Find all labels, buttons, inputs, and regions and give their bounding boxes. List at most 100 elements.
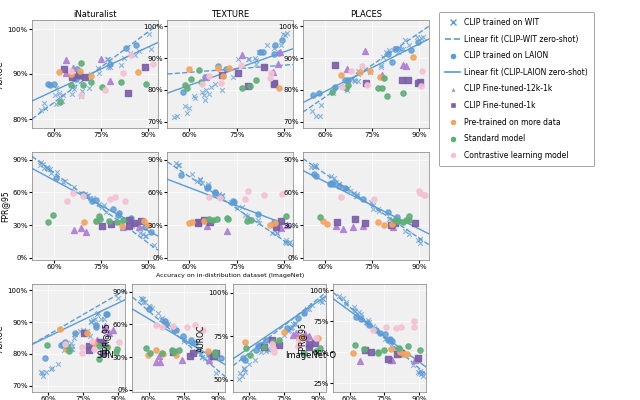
Point <box>76 60 86 66</box>
Point <box>54 94 65 100</box>
Point <box>99 202 109 208</box>
Point <box>93 213 104 219</box>
Point <box>38 160 48 167</box>
Point <box>373 349 383 356</box>
Point <box>168 327 179 333</box>
Point <box>415 236 426 242</box>
Point <box>342 66 353 72</box>
Point <box>105 61 115 68</box>
Point <box>273 336 284 343</box>
Point <box>59 347 69 353</box>
Point <box>146 229 156 235</box>
Point <box>312 335 323 341</box>
Point <box>125 50 135 56</box>
Point <box>316 102 326 108</box>
Point <box>348 350 358 356</box>
Point <box>44 219 54 226</box>
Point <box>58 179 68 186</box>
Point <box>93 343 104 350</box>
Point <box>182 109 192 116</box>
Point <box>214 195 225 201</box>
Point <box>179 333 189 339</box>
Point <box>73 72 83 79</box>
Point <box>38 100 49 106</box>
Point <box>286 324 296 331</box>
Point <box>211 350 221 356</box>
Point <box>376 71 387 78</box>
Point <box>413 187 424 194</box>
Point <box>261 337 271 343</box>
Point <box>202 74 212 80</box>
Point <box>269 219 279 225</box>
Point <box>269 80 279 87</box>
Point <box>277 37 287 44</box>
Point <box>417 68 428 74</box>
Point <box>204 90 214 97</box>
Point <box>259 344 269 351</box>
Point <box>102 344 112 350</box>
Point <box>416 371 426 377</box>
Point <box>205 352 215 358</box>
X-axis label: Accuracy on in-distribution dataset (ImageNet): Accuracy on in-distribution dataset (Ima… <box>156 273 305 278</box>
Point <box>92 337 102 343</box>
Point <box>176 172 186 178</box>
Point <box>197 88 207 95</box>
Point <box>213 62 223 69</box>
Point <box>143 306 154 313</box>
Point <box>116 223 127 229</box>
Point <box>84 347 94 353</box>
Point <box>173 162 183 168</box>
Point <box>169 349 179 355</box>
Point <box>108 206 118 212</box>
Point <box>209 349 220 355</box>
Point <box>257 342 268 348</box>
Point <box>315 298 325 304</box>
Point <box>401 217 411 224</box>
Point <box>317 299 328 305</box>
Point <box>300 334 310 340</box>
Point <box>222 227 232 234</box>
Point <box>106 221 116 227</box>
Point <box>239 366 250 372</box>
Point <box>96 56 106 62</box>
Point <box>356 316 366 322</box>
Point <box>390 220 401 226</box>
Point <box>300 310 310 316</box>
Point <box>90 324 100 330</box>
Point <box>184 105 194 111</box>
Point <box>369 202 379 208</box>
Point <box>299 350 309 356</box>
Point <box>356 62 367 69</box>
Point <box>160 318 170 324</box>
Point <box>242 213 252 219</box>
Point <box>151 347 161 353</box>
Point <box>402 351 412 358</box>
Point <box>387 58 397 65</box>
Point <box>351 192 361 199</box>
Point <box>244 56 254 62</box>
Point <box>200 86 211 93</box>
Point <box>63 346 74 352</box>
Point <box>141 345 151 352</box>
Point <box>314 90 324 96</box>
Point <box>70 76 81 82</box>
Point <box>61 70 71 77</box>
Point <box>161 321 172 327</box>
Point <box>390 216 400 223</box>
Point <box>413 236 423 243</box>
Point <box>293 315 303 322</box>
Point <box>240 369 250 375</box>
Point <box>240 196 250 202</box>
Point <box>81 193 92 199</box>
Point <box>115 210 125 217</box>
Point <box>377 85 387 91</box>
Point <box>77 82 88 88</box>
Point <box>76 73 86 80</box>
Point <box>305 164 316 170</box>
Y-axis label: FPR@95: FPR@95 <box>1 190 10 222</box>
Point <box>204 351 214 358</box>
Point <box>42 165 52 171</box>
Point <box>211 370 221 376</box>
Y-axis label: AUROC: AUROC <box>0 60 5 88</box>
Point <box>288 332 298 338</box>
